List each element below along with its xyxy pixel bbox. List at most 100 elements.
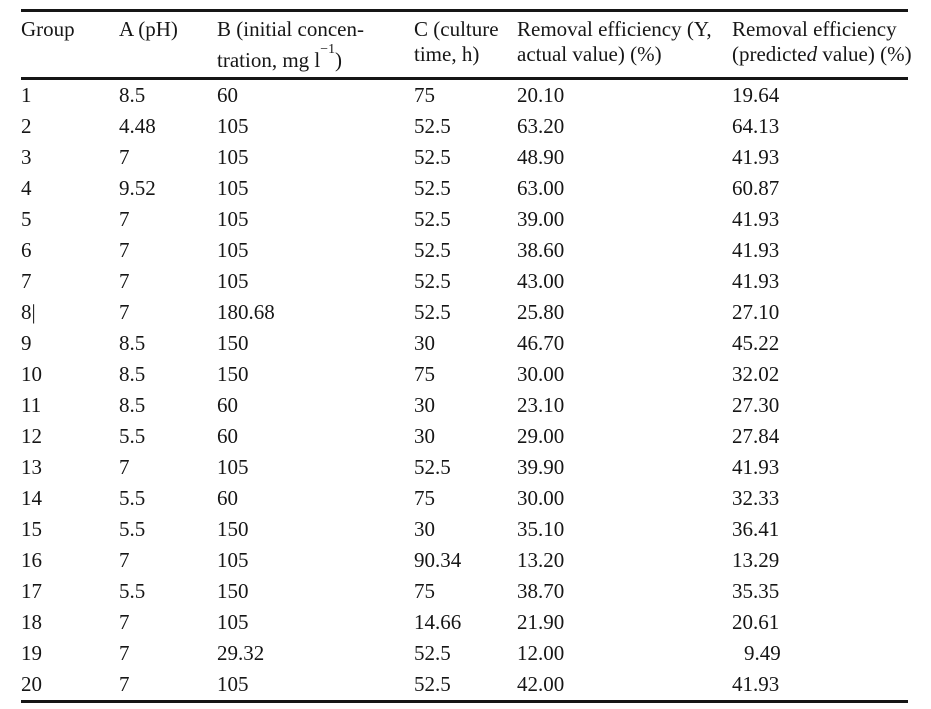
cell-value: 13.29 [732, 548, 780, 572]
cell-y-predicted: 41.93 [732, 452, 908, 483]
cell-value: 7 [119, 145, 130, 169]
cell-y-actual: 63.20 [517, 111, 732, 142]
cell-value: 90.34 [414, 548, 462, 572]
table-row: 10 8.5 150 75 30.00 32.02 [21, 359, 908, 390]
table-row: 8| 7 180.68 52.5 25.80 27.10 [21, 297, 908, 328]
cell-a-ph: 9.52 [119, 173, 217, 204]
cell-value: 8.5 [119, 83, 146, 107]
cell-a-ph: 7 [119, 142, 217, 173]
cell-value: 13.20 [517, 548, 565, 572]
cell-a-ph: 5.5 [119, 421, 217, 452]
cell-y-actual: 38.70 [517, 576, 732, 607]
header-text: tration, mg l [217, 48, 321, 72]
cell-c-time: 30 [414, 514, 517, 545]
cell-y-actual: 63.00 [517, 173, 732, 204]
cell-a-ph: 7 [119, 235, 217, 266]
header-text: ) [335, 48, 342, 72]
cell-group: 8| [21, 297, 119, 328]
cell-value: 105 [217, 610, 249, 634]
cell-y-actual: 20.10 [517, 79, 732, 112]
cell-y-actual: 39.00 [517, 204, 732, 235]
cell-group: 17 [21, 576, 119, 607]
cell-c-time: 75 [414, 79, 517, 112]
cell-a-ph: 7 [119, 266, 217, 297]
cell-value: 42.00 [517, 672, 565, 696]
experiment-design-table: Group A (pH) B (initial concen- tration,… [21, 9, 912, 703]
col-header-c-culture-time: C (culture time, h) [414, 10, 517, 80]
table-row: 15 5.5 150 30 35.10 36.41 [21, 514, 908, 545]
header-line: Group [21, 17, 75, 41]
italic-letter: d [806, 42, 818, 66]
cell-value: 5.5 [119, 579, 146, 603]
cell-group: 1 [21, 79, 119, 112]
cell-a-ph: 5.5 [119, 483, 217, 514]
cell-value: 30.00 [517, 362, 565, 386]
header-text: (predicte [732, 42, 807, 66]
cell-value: 20.61 [732, 610, 780, 634]
cell-value: 105 [217, 455, 249, 479]
cell-group: 18 [21, 607, 119, 638]
cell-a-ph: 8.5 [119, 328, 217, 359]
cell-value: 8.5 [119, 362, 146, 386]
cell-value: 5 [21, 207, 32, 231]
cell-y-predicted: 36.41 [732, 514, 908, 545]
cell-a-ph: 5.5 [119, 576, 217, 607]
cell-b-conc: 60 [217, 79, 414, 112]
header-line: A (pH) [119, 17, 178, 41]
cell-y-predicted: 41.93 [732, 235, 908, 266]
cell-group: 15 [21, 514, 119, 545]
cell-value: 105 [217, 238, 249, 262]
cell-a-ph: 8.5 [119, 359, 217, 390]
cell-c-time: 52.5 [414, 142, 517, 173]
cell-value: 5.5 [119, 424, 146, 448]
cell-value: 27.84 [732, 424, 780, 448]
cell-group: 7 [21, 266, 119, 297]
cell-value: 63.20 [517, 114, 565, 138]
header-line: tration, mg l−1) [217, 41, 414, 73]
cell-value: 41.93 [732, 672, 780, 696]
cell-value: 105 [217, 269, 249, 293]
cell-c-time: 52.5 [414, 111, 517, 142]
cell-value: 75 [414, 579, 435, 603]
table-row: 20 7 105 52.5 42.00 41.93 [21, 669, 908, 702]
header-text: value) (%) [817, 42, 912, 66]
cell-value: 19.64 [732, 83, 780, 107]
cell-value: 7 [119, 207, 130, 231]
cell-value: 60.87 [732, 176, 780, 200]
cell-value: 14.66 [414, 610, 462, 634]
cell-value: 52.5 [414, 238, 451, 262]
table-row: 11 8.5 60 30 23.10 27.30 [21, 390, 908, 421]
cell-c-time: 52.5 [414, 235, 517, 266]
cell-c-time: 75 [414, 483, 517, 514]
cell-y-actual: 29.00 [517, 421, 732, 452]
cell-value: 105 [217, 207, 249, 231]
table-row: 14 5.5 60 75 30.00 32.33 [21, 483, 908, 514]
cell-value: 150 [217, 579, 249, 603]
cell-value: 52.5 [414, 672, 451, 696]
header-row: Group A (pH) B (initial concen- tration,… [21, 10, 912, 80]
cell-value: 27.10 [732, 300, 780, 324]
cell-value: 75 [414, 486, 435, 510]
cell-value: 32.02 [732, 362, 780, 386]
cell-y-predicted: 27.10 [732, 297, 908, 328]
cell-group: 16 [21, 545, 119, 576]
cell-value: 11 [21, 393, 42, 417]
cell-y-predicted: 32.33 [732, 483, 908, 514]
cell-value: 20.10 [517, 83, 565, 107]
cell-value: 7 [119, 269, 130, 293]
table-row: 12 5.5 60 30 29.00 27.84 [21, 421, 908, 452]
table-row: 5 7 105 52.5 39.00 41.93 [21, 204, 908, 235]
cell-y-actual: 25.80 [517, 297, 732, 328]
cell-y-predicted: 35.35 [732, 576, 908, 607]
cell-c-time: 52.5 [414, 297, 517, 328]
table-row: 19 7 29.32 52.5 12.00 9.49 [21, 638, 908, 669]
cell-c-time: 30 [414, 328, 517, 359]
cell-value: 7 [119, 455, 130, 479]
cell-value: 41.93 [732, 207, 780, 231]
cell-value: 2 [21, 114, 32, 138]
cell-value: 38.60 [517, 238, 565, 262]
cell-value: 35.10 [517, 517, 565, 541]
cell-y-predicted: 20.61 [732, 607, 908, 638]
cell-b-conc: 105 [217, 607, 414, 638]
cell-c-time: 75 [414, 359, 517, 390]
